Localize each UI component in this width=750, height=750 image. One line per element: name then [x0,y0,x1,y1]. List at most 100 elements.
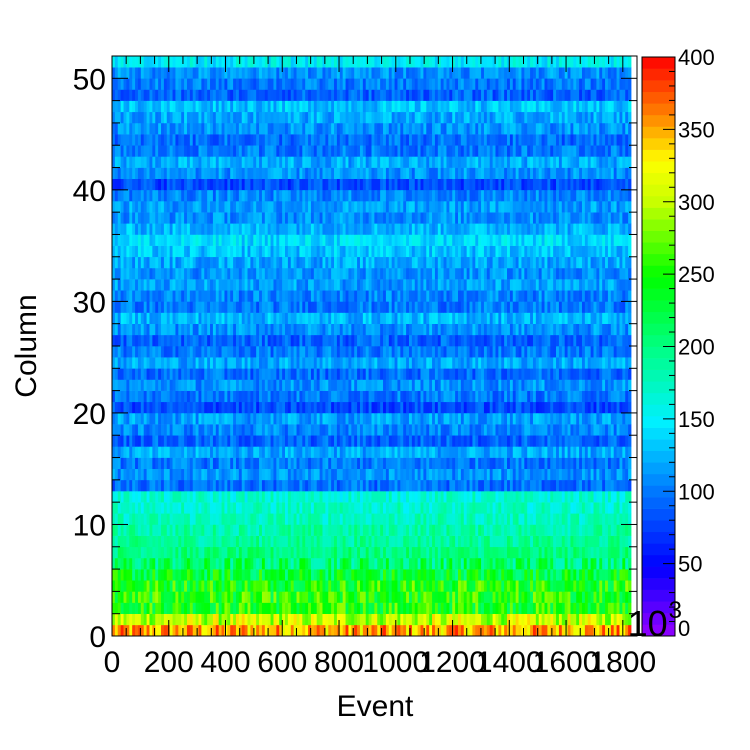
heatmap-cell [403,491,407,503]
heatmap-cell [380,334,384,347]
heatmap-cell [261,624,266,637]
heatmap-cell [334,379,338,391]
heatmap-cell [576,379,580,391]
heatmap-cell [385,502,390,514]
heatmap-cell [120,346,124,358]
heatmap-cell [296,323,300,336]
heatmap-cell [403,412,407,425]
heatmap-cell [541,435,545,447]
heatmap-cell [452,502,456,514]
heatmap-cell [535,457,540,469]
heatmap-cell [437,513,442,525]
heatmap-cell [319,535,323,548]
heatmap-cell [507,368,511,380]
heatmap-cell [616,412,620,425]
heatmap-cell [446,535,450,548]
heatmap-cell [287,602,292,614]
heatmap-cell [212,468,217,481]
heatmap-cell [530,435,534,447]
heatmap-cell [625,546,629,559]
heatmap-cell [538,546,543,559]
heatmap-cell [259,457,263,469]
heatmap-cell [129,412,133,425]
heatmap-cell [331,535,335,548]
heatmap-cell [264,457,269,469]
heatmap-cell [593,569,597,581]
heatmap-cell [169,569,173,581]
heatmap-cell [264,424,269,436]
heatmap-cell [137,491,142,503]
heatmap-cell [507,557,511,570]
heatmap-cell [241,569,246,581]
heatmap-cell [146,535,150,548]
heatmap-cell [602,479,606,492]
heatmap-cell [313,412,318,425]
heatmap-cell [143,502,147,514]
heatmap-cell [521,401,525,414]
heatmap-cell [316,446,320,458]
heatmap-cell [426,401,430,414]
heatmap-cell [455,569,459,581]
heatmap-cell [475,557,479,570]
heatmap-cell [437,491,442,503]
heatmap-cell [538,502,543,514]
heatmap-cell [331,379,335,391]
heatmap-cell [371,401,375,414]
heatmap-cell [584,613,589,626]
heatmap-cell [328,401,332,414]
heatmap-cell [140,323,145,336]
heatmap-cell [117,613,122,626]
heatmap-cell [186,602,191,614]
heatmap-cell [221,390,225,403]
heatmap-cell [290,580,295,592]
heatmap-cell [380,613,384,626]
heatmap-cell [163,323,168,336]
heatmap-cell [429,379,433,391]
heatmap-cell [166,591,171,603]
heatmap-cell [210,334,214,347]
heatmap-cell [380,390,384,403]
heatmap-cell [362,323,367,336]
heatmap-cell [541,468,545,481]
heatmap-cell [550,491,554,503]
heatmap-cell [204,435,208,447]
heatmap-cell [380,479,384,492]
heatmap-cell [198,524,202,536]
heatmap-cell [293,569,297,581]
heatmap-cell [357,323,361,336]
heatmap-cell [622,401,626,414]
heatmap-cell [472,424,476,436]
heatmap-cell [244,502,248,514]
heatmap-cell [149,346,153,358]
heatmap-cell [573,569,577,581]
heatmap-cell [628,569,632,581]
heatmap-cell [573,457,577,469]
heatmap-cell [532,524,537,536]
heatmap-cell [184,346,188,358]
heatmap-cell [259,569,263,581]
heatmap-cell [273,435,277,447]
heatmap-cell [368,323,372,336]
heatmap-cell [602,401,606,414]
heatmap-cell [163,435,168,447]
heatmap-cell [556,412,560,425]
heatmap-cell [512,446,517,458]
heatmap-cell [302,401,306,414]
heatmap-cell [135,435,139,447]
heatmap-cell [163,379,168,391]
heatmap-cell [310,546,315,559]
heatmap-cell [189,435,194,447]
heatmap-cell [178,334,182,347]
heatmap-cell [195,502,199,514]
heatmap-cell [377,412,381,425]
heatmap-cell [166,390,171,403]
heatmap-cell [527,624,531,637]
heatmap-cell [455,412,459,425]
heatmap-cell [579,591,583,603]
heatmap-cell [256,535,260,548]
heatmap-cell [371,446,375,458]
heatmap-cell [233,491,237,503]
heatmap-cell [336,368,341,380]
heatmap-cell [334,557,338,570]
heatmap-cell [558,479,563,492]
